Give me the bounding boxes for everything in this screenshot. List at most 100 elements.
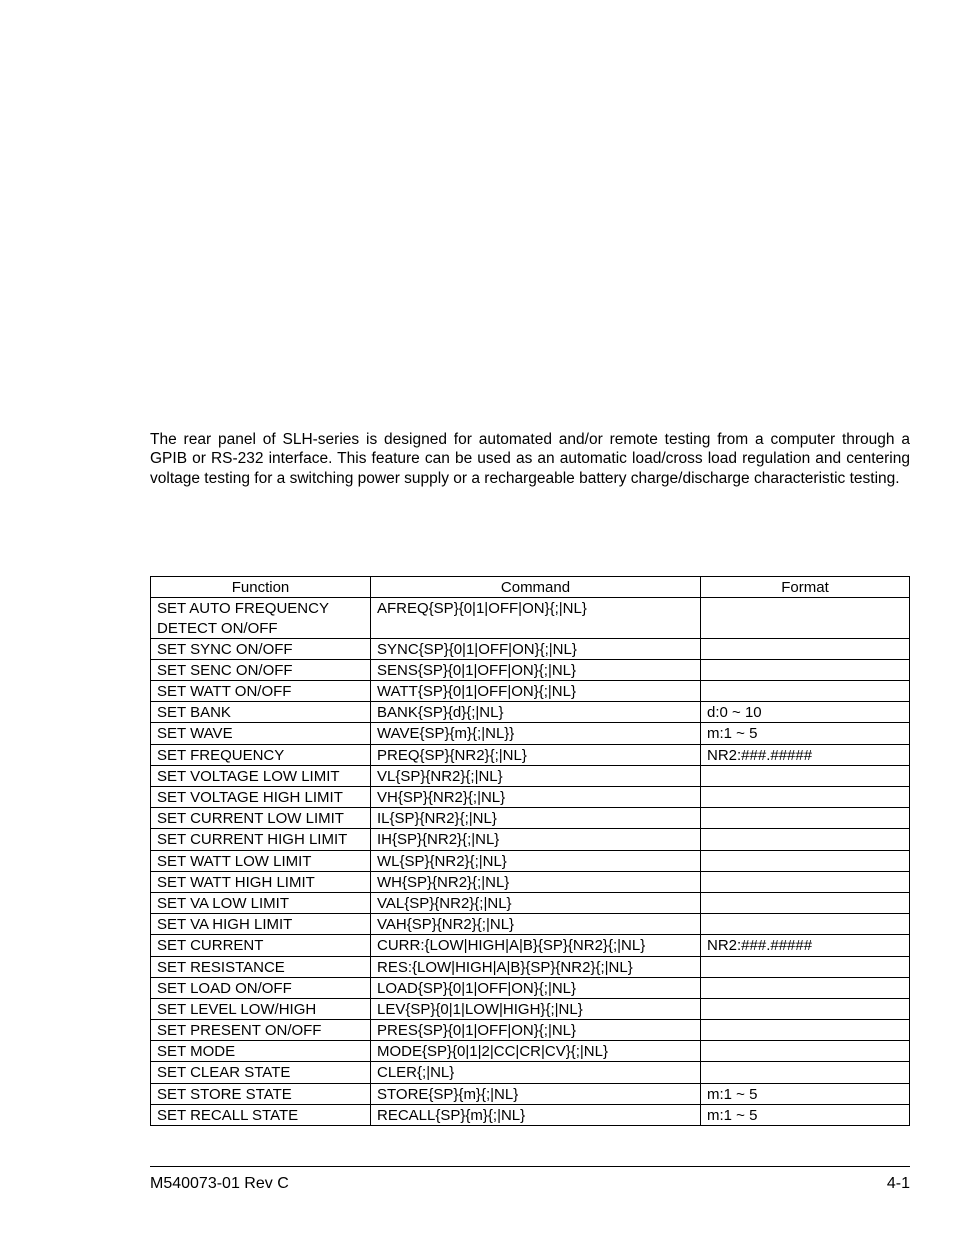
- table-row: SET WATT ON/OFFWATT{SP}{0|1|OFF|ON}{;|NL…: [151, 681, 910, 702]
- cell-function: SET CURRENT LOW LIMIT: [151, 808, 371, 829]
- table-row: SET VA HIGH LIMITVAH{SP}{NR2}{;|NL}: [151, 914, 910, 935]
- footer-doc-id: M540073-01 Rev C: [150, 1175, 289, 1193]
- cell-format: [701, 681, 910, 702]
- cell-command: VL{SP}{NR2}{;|NL}: [371, 765, 701, 786]
- cell-format: [701, 1020, 910, 1041]
- cell-command: IH{SP}{NR2}{;|NL}: [371, 829, 701, 850]
- cell-format: NR2:###.#####: [701, 935, 910, 956]
- cell-format: [701, 850, 910, 871]
- cell-function: SET RESISTANCE: [151, 956, 371, 977]
- cell-format: [701, 659, 910, 680]
- cell-function: SET FREQUENCY: [151, 744, 371, 765]
- cell-command: STORE{SP}{m}{;|NL}: [371, 1083, 701, 1104]
- cell-function: SET CLEAR STATE: [151, 1062, 371, 1083]
- col-header-function: Function: [151, 577, 371, 598]
- cell-function: SET VA HIGH LIMIT: [151, 914, 371, 935]
- cell-format: [701, 829, 910, 850]
- cell-format: [701, 787, 910, 808]
- table-row: SET LOAD ON/OFFLOAD{SP}{0|1|OFF|ON}{;|NL…: [151, 977, 910, 998]
- command-table: Function Command Format SET AUTO FREQUEN…: [150, 576, 910, 1126]
- cell-command: VH{SP}{NR2}{;|NL}: [371, 787, 701, 808]
- table-row: SET CURRENT HIGH LIMITIH{SP}{NR2}{;|NL}: [151, 829, 910, 850]
- cell-function: SET WATT LOW LIMIT: [151, 850, 371, 871]
- table-row: SET RECALL STATERECALL{SP}{m}{;|NL}m:1 ~…: [151, 1104, 910, 1125]
- col-header-command: Command: [371, 577, 701, 598]
- footer-page-number: 4-1: [887, 1175, 910, 1193]
- cell-function: SET VOLTAGE HIGH LIMIT: [151, 787, 371, 808]
- cell-function: SET CURRENT HIGH LIMIT: [151, 829, 371, 850]
- cell-command: LOAD{SP}{0|1|OFF|ON}{;|NL}: [371, 977, 701, 998]
- table-row: SET WATT LOW LIMITWL{SP}{NR2}{;|NL}: [151, 850, 910, 871]
- cell-command: VAL{SP}{NR2}{;|NL}: [371, 892, 701, 913]
- table-row: SET AUTO FREQUENCY DETECT ON/OFFAFREQ{SP…: [151, 598, 910, 638]
- cell-command: VAH{SP}{NR2}{;|NL}: [371, 914, 701, 935]
- cell-command: WAVE{SP}{m}{;|NL}}: [371, 723, 701, 744]
- cell-format: m:1 ~ 5: [701, 723, 910, 744]
- table-row: SET BANKBANK{SP}{d}{;|NL}d:0 ~ 10: [151, 702, 910, 723]
- cell-format: [701, 998, 910, 1019]
- table-row: SET SYNC ON/OFFSYNC{SP}{0|1|OFF|ON}{;|NL…: [151, 638, 910, 659]
- cell-function: SET LEVEL LOW/HIGH: [151, 998, 371, 1019]
- cell-function: SET VA LOW LIMIT: [151, 892, 371, 913]
- cell-command: SENS{SP}{0|1|OFF|ON}{;|NL}: [371, 659, 701, 680]
- cell-format: [701, 598, 910, 638]
- cell-command: LEV{SP}{0|1|LOW|HIGH}{;|NL}: [371, 998, 701, 1019]
- cell-function: SET STORE STATE: [151, 1083, 371, 1104]
- cell-command: RES:{LOW|HIGH|A|B}{SP}{NR2}{;|NL}: [371, 956, 701, 977]
- cell-function: SET MODE: [151, 1041, 371, 1062]
- table-row: SET MODEMODE{SP}{0|1|2|CC|CR|CV}{;|NL}: [151, 1041, 910, 1062]
- cell-function: SET BANK: [151, 702, 371, 723]
- table-row: SET VA LOW LIMITVAL{SP}{NR2}{;|NL}: [151, 892, 910, 913]
- cell-command: CURR:{LOW|HIGH|A|B}{SP}{NR2}{;|NL}: [371, 935, 701, 956]
- table-row: SET CURRENTCURR:{LOW|HIGH|A|B}{SP}{NR2}{…: [151, 935, 910, 956]
- cell-command: WL{SP}{NR2}{;|NL}: [371, 850, 701, 871]
- col-header-format: Format: [701, 577, 910, 598]
- cell-format: [701, 765, 910, 786]
- cell-format: [701, 892, 910, 913]
- table-row: SET WATT HIGH LIMITWH{SP}{NR2}{;|NL}: [151, 871, 910, 892]
- cell-command: MODE{SP}{0|1|2|CC|CR|CV}{;|NL}: [371, 1041, 701, 1062]
- cell-command: WH{SP}{NR2}{;|NL}: [371, 871, 701, 892]
- table-row: SET LEVEL LOW/HIGHLEV{SP}{0|1|LOW|HIGH}{…: [151, 998, 910, 1019]
- table-row: SET SENC ON/OFFSENS{SP}{0|1|OFF|ON}{;|NL…: [151, 659, 910, 680]
- cell-format: [701, 956, 910, 977]
- cell-command: IL{SP}{NR2}{;|NL}: [371, 808, 701, 829]
- cell-function: SET PRESENT ON/OFF: [151, 1020, 371, 1041]
- cell-format: [701, 914, 910, 935]
- cell-format: m:1 ~ 5: [701, 1083, 910, 1104]
- cell-format: [701, 1062, 910, 1083]
- cell-format: [701, 1041, 910, 1062]
- table-row: SET RESISTANCERES:{LOW|HIGH|A|B}{SP}{NR2…: [151, 956, 910, 977]
- cell-command: SYNC{SP}{0|1|OFF|ON}{;|NL}: [371, 638, 701, 659]
- cell-command: PRES{SP}{0|1|OFF|ON}{;|NL}: [371, 1020, 701, 1041]
- cell-command: CLER{;|NL}: [371, 1062, 701, 1083]
- table-row: SET VOLTAGE HIGH LIMITVH{SP}{NR2}{;|NL}: [151, 787, 910, 808]
- table-row: SET CLEAR STATECLER{;|NL}: [151, 1062, 910, 1083]
- table-row: SET VOLTAGE LOW LIMITVL{SP}{NR2}{;|NL}: [151, 765, 910, 786]
- cell-format: m:1 ~ 5: [701, 1104, 910, 1125]
- cell-function: SET AUTO FREQUENCY DETECT ON/OFF: [151, 598, 371, 638]
- cell-command: BANK{SP}{d}{;|NL}: [371, 702, 701, 723]
- cell-function: SET VOLTAGE LOW LIMIT: [151, 765, 371, 786]
- cell-command: WATT{SP}{0|1|OFF|ON}{;|NL}: [371, 681, 701, 702]
- cell-function: SET SENC ON/OFF: [151, 659, 371, 680]
- cell-format: [701, 871, 910, 892]
- cell-format: [701, 638, 910, 659]
- table-row: SET CURRENT LOW LIMITIL{SP}{NR2}{;|NL}: [151, 808, 910, 829]
- table-row: SET STORE STATESTORE{SP}{m}{;|NL}m:1 ~ 5: [151, 1083, 910, 1104]
- cell-format: NR2:###.#####: [701, 744, 910, 765]
- cell-function: SET CURRENT: [151, 935, 371, 956]
- cell-command: PREQ{SP}{NR2}{;|NL}: [371, 744, 701, 765]
- cell-function: SET LOAD ON/OFF: [151, 977, 371, 998]
- intro-paragraph: The rear panel of SLH-series is designed…: [150, 430, 910, 488]
- cell-function: SET SYNC ON/OFF: [151, 638, 371, 659]
- table-row: SET PRESENT ON/OFFPRES{SP}{0|1|OFF|ON}{;…: [151, 1020, 910, 1041]
- page-footer: M540073-01 Rev C 4-1: [150, 1166, 910, 1193]
- cell-format: [701, 808, 910, 829]
- cell-format: [701, 977, 910, 998]
- cell-function: SET WATT HIGH LIMIT: [151, 871, 371, 892]
- table-row: SET FREQUENCYPREQ{SP}{NR2}{;|NL}NR2:###.…: [151, 744, 910, 765]
- cell-format: d:0 ~ 10: [701, 702, 910, 723]
- table-row: SET WAVEWAVE{SP}{m}{;|NL}}m:1 ~ 5: [151, 723, 910, 744]
- cell-function: SET RECALL STATE: [151, 1104, 371, 1125]
